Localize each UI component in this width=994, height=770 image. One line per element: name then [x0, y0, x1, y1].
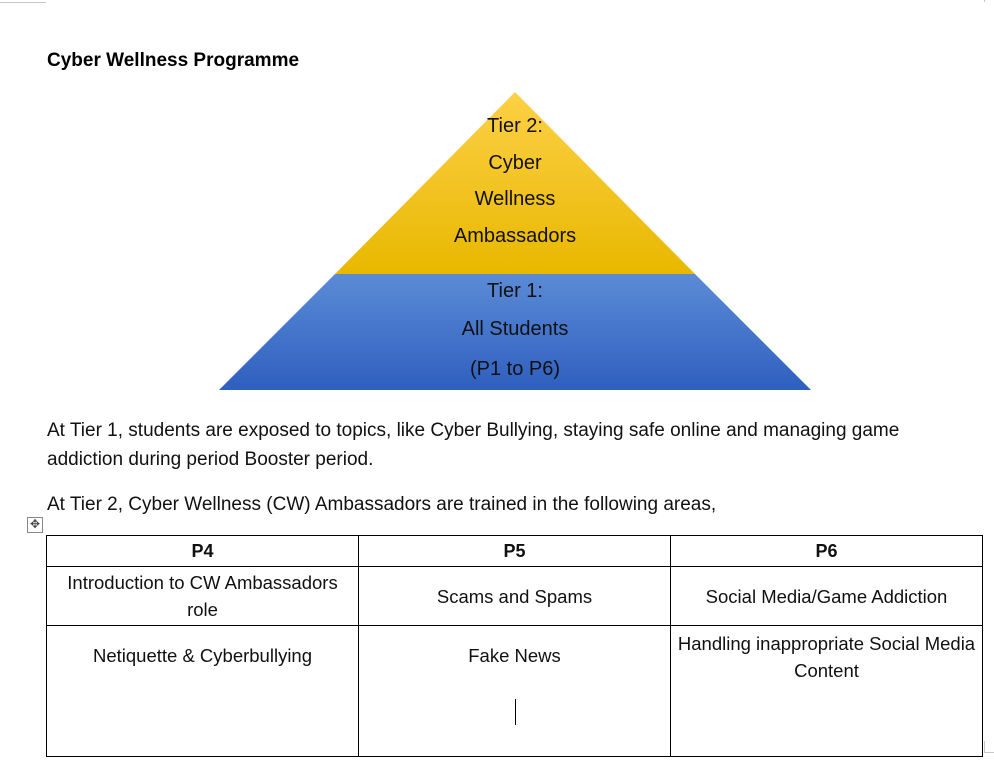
pyramid-diagram: [219, 92, 811, 390]
document-title: Cyber Wellness Programme: [47, 50, 300, 71]
crop-mark-top-left: [0, 0, 46, 3]
tier2-paragraph: At Tier 2, Cyber Wellness (CW) Ambassado…: [47, 494, 717, 515]
move-arrows-icon[interactable]: ✥: [27, 517, 43, 533]
pyramid-tier2-shape[interactable]: [335, 92, 695, 274]
tier2-line-1: Tier 2:: [487, 115, 543, 137]
crop-mark-bottom-right: [984, 741, 994, 753]
table-row: Introduction to CW Ambassadors role Scam…: [46, 566, 983, 626]
table-header-p4[interactable]: P4: [46, 535, 359, 567]
table-header-p5[interactable]: P5: [358, 535, 671, 567]
tier2-line-2: Cyber: [488, 152, 542, 174]
text-cursor: [515, 699, 516, 725]
tier2-line-3: Wellness: [474, 188, 556, 210]
tier1-line-3: (P1 to P6): [469, 358, 561, 380]
table-cell[interactable]: Introduction to CW Ambassadors role: [46, 566, 359, 626]
table-cell[interactable]: Fake News: [358, 625, 671, 757]
table-cell[interactable]: Scams and Spams: [358, 566, 671, 626]
tier1-paragraph: At Tier 1, students are exposed to topic…: [47, 420, 900, 470]
crop-mark-top-right: [984, 0, 994, 2]
table-header-p6[interactable]: P6: [670, 535, 983, 567]
table-cell[interactable]: Handling inappropriate Social Media Cont…: [670, 625, 983, 757]
pyramid-tier1-shape[interactable]: [219, 274, 811, 390]
table-cell[interactable]: Social Media/Game Addiction: [670, 566, 983, 626]
tier1-line-1: Tier 1:: [487, 280, 543, 302]
training-table: P4 P5 P6 Introduction to CW Ambassadors …: [46, 535, 983, 757]
tier2-line-4: Ambassadors: [453, 225, 577, 247]
table-cell[interactable]: Netiquette & Cyberbullying: [46, 625, 359, 757]
tier1-line-2: All Students: [461, 318, 569, 340]
table-row: Netiquette & Cyberbullying Fake News Han…: [46, 625, 983, 757]
